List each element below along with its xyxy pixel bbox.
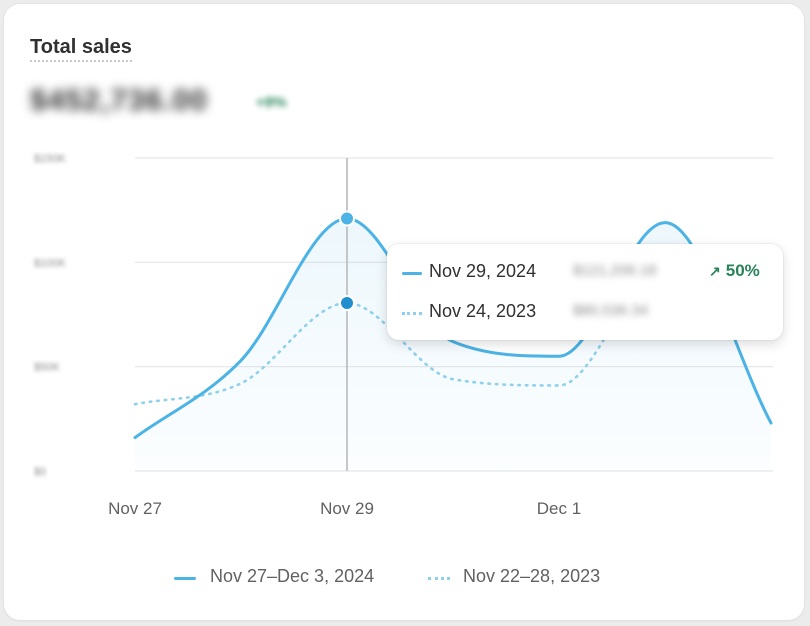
total-sales-value: $452,736.00 bbox=[30, 84, 208, 117]
tooltip-date: Nov 29, 2024 bbox=[429, 261, 537, 281]
x-tick-label: Nov 27 bbox=[108, 499, 162, 518]
legend-item-current[interactable]: Nov 27–Dec 3, 2024 bbox=[210, 566, 375, 586]
x-tick-label: Nov 29 bbox=[320, 499, 374, 518]
current-hover-point bbox=[339, 210, 355, 227]
dotted-line-key-icon bbox=[402, 312, 422, 315]
sales-line-chart[interactable]: $150K $100K $50K $0 Nov 27 Nov 29 Dec 1 bbox=[4, 4, 804, 544]
tooltip-change: ↗ 50% bbox=[709, 261, 760, 281]
total-sales-change: +9% bbox=[256, 94, 287, 111]
current-series-area bbox=[135, 218, 771, 471]
legend-item-previous[interactable]: Nov 22–28, 2023 bbox=[463, 566, 601, 586]
card-title[interactable]: Total sales bbox=[30, 36, 132, 62]
solid-line-legend-icon bbox=[174, 577, 196, 580]
tooltip-row-previous: Nov 24, 2023 $80,536.34 bbox=[387, 298, 783, 328]
y-tick-label: $0 bbox=[34, 466, 46, 478]
arrow-up-right-icon: ↗ bbox=[709, 263, 721, 279]
y-tick-label: $100K bbox=[34, 257, 66, 269]
dotted-line-legend-icon bbox=[428, 577, 450, 580]
solid-line-key-icon bbox=[402, 272, 422, 275]
y-tick-label: $50K bbox=[34, 362, 60, 374]
tooltip-row-current: Nov 29, 2024 $121,206.18 ↗ 50% bbox=[387, 258, 783, 288]
y-tick-label: $150K bbox=[34, 153, 66, 165]
x-tick-label: Dec 1 bbox=[537, 499, 581, 518]
previous-hover-point bbox=[339, 295, 355, 312]
tooltip-date: Nov 24, 2023 bbox=[429, 301, 537, 321]
total-sales-card: Total sales $452,736.00 +9% $150K $100K $5… bbox=[4, 4, 804, 620]
current-period-line bbox=[133, 217, 773, 440]
tooltip-change-value: 50% bbox=[725, 261, 760, 280]
tooltip-value: $80,536.34 bbox=[573, 302, 649, 319]
chart-tooltip: Nov 29, 2024 $121,206.18 ↗ 50% Nov 24, 20… bbox=[387, 244, 783, 340]
tooltip-value: $121,206.18 bbox=[573, 262, 657, 279]
chart-legend: Nov 27–Dec 3, 2024 Nov 22–28, 2023 bbox=[4, 566, 804, 590]
